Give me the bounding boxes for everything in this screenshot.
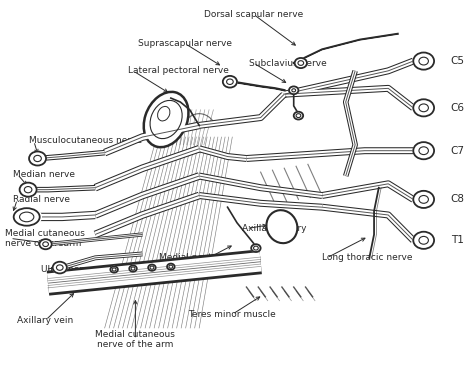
Text: C7: C7 <box>451 146 465 156</box>
Circle shape <box>148 265 156 271</box>
Text: C5: C5 <box>451 56 465 66</box>
Circle shape <box>413 232 434 249</box>
Text: Dorsal scapular nerve: Dorsal scapular nerve <box>204 10 303 19</box>
Text: Median nerve: Median nerve <box>12 170 74 179</box>
Circle shape <box>295 58 307 68</box>
Text: Teres minor muscle: Teres minor muscle <box>188 310 276 319</box>
Circle shape <box>223 76 237 88</box>
Circle shape <box>413 99 434 117</box>
Ellipse shape <box>11 206 42 228</box>
Text: C6: C6 <box>451 103 465 113</box>
Circle shape <box>413 52 434 70</box>
Circle shape <box>251 244 261 252</box>
Text: Radial nerve: Radial nerve <box>12 195 70 204</box>
Circle shape <box>129 265 137 272</box>
Text: Medial cutaneous
nerve of the arm: Medial cutaneous nerve of the arm <box>95 330 175 349</box>
Circle shape <box>29 151 46 165</box>
Circle shape <box>39 239 52 249</box>
Circle shape <box>294 112 303 120</box>
Text: Suprascapular nerve: Suprascapular nerve <box>138 39 232 48</box>
Text: Ulnar nerve: Ulnar nerve <box>41 265 94 274</box>
Circle shape <box>167 264 174 270</box>
Text: Axillary vein: Axillary vein <box>18 316 74 325</box>
Text: Lateral pectoral nerve: Lateral pectoral nerve <box>128 66 229 75</box>
Text: T1: T1 <box>451 235 464 245</box>
Text: Medial pectoral nerve: Medial pectoral nerve <box>159 253 258 262</box>
Ellipse shape <box>144 92 189 147</box>
Circle shape <box>413 191 434 208</box>
Circle shape <box>110 266 118 273</box>
Text: Subclavius nerve: Subclavius nerve <box>249 59 327 68</box>
Circle shape <box>19 183 36 197</box>
Circle shape <box>413 142 434 159</box>
Text: Medial cutaneous
nerve of forearm: Medial cutaneous nerve of forearm <box>5 229 85 248</box>
Ellipse shape <box>266 210 297 243</box>
Circle shape <box>53 262 67 273</box>
Text: Axillary artery: Axillary artery <box>242 224 306 233</box>
Text: Musculocutaneous nerve: Musculocutaneous nerve <box>29 136 142 145</box>
Text: Long thoracic nerve: Long thoracic nerve <box>322 253 412 262</box>
Circle shape <box>289 86 299 94</box>
Text: C8: C8 <box>451 194 465 204</box>
